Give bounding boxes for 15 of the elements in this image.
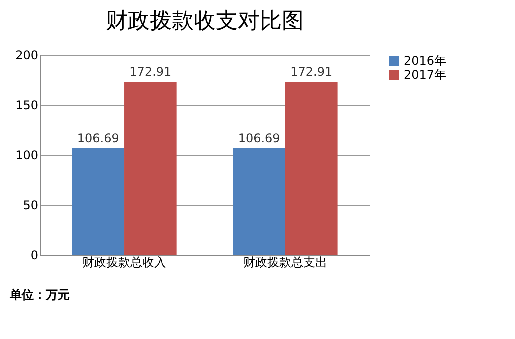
y-tick-label: 100 [16, 148, 38, 162]
legend-label: 2016年 [404, 54, 447, 68]
y-tick-label: 150 [16, 98, 38, 112]
data-label: 172.91 [290, 65, 333, 80]
y-tick-label: 50 [23, 198, 38, 212]
legend-label: 2017年 [404, 68, 447, 82]
data-label: 172.91 [130, 65, 172, 80]
x-tick-label: 财政拨款总支出 [243, 256, 328, 270]
y-tick-label: 200 [16, 48, 38, 62]
text: 单位：万元 [9, 288, 70, 302]
chart-title: 财政拨款收支对比图 [106, 9, 304, 34]
data-label: 106.69 [238, 131, 280, 146]
y-tick-label: 0 [30, 248, 38, 262]
x-tick-label: 财政拨款总收入 [82, 256, 167, 270]
data-label: 106.69 [77, 131, 120, 146]
